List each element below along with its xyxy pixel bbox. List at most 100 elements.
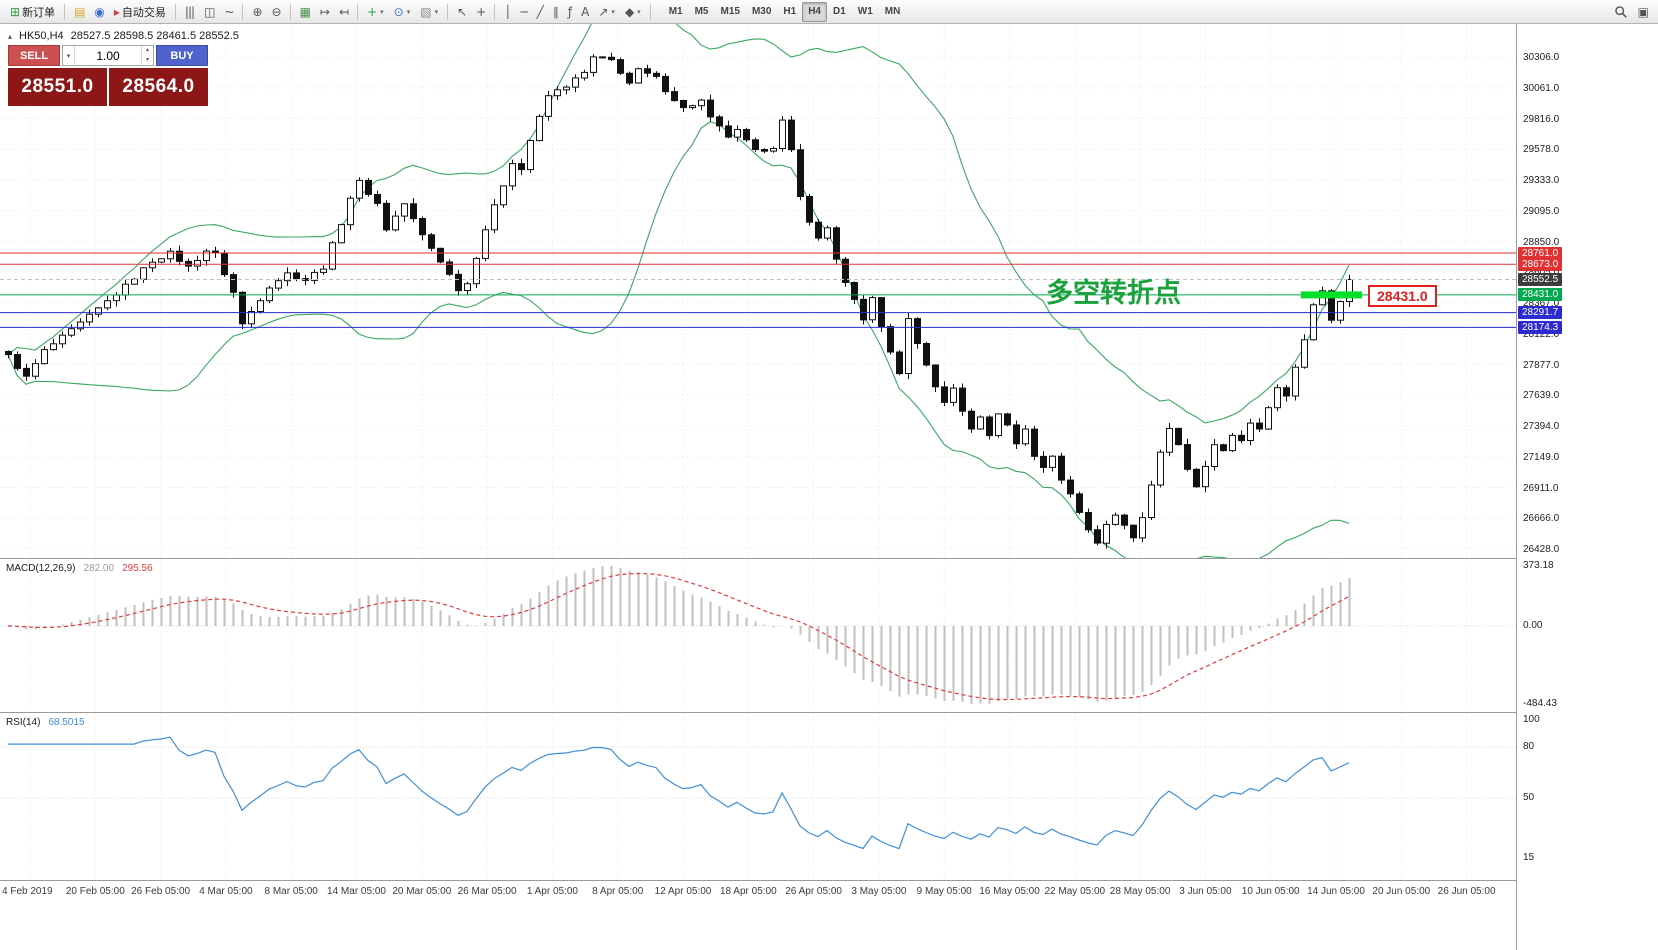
bar-chart-button[interactable]: |||	[180, 2, 199, 22]
price-axis-label: 26428.0	[1523, 544, 1560, 555]
timeframe-m5[interactable]: M5	[689, 2, 715, 22]
time-axis-label: 4 Feb 2019	[2, 886, 53, 897]
volume-down-icon[interactable]: ▾	[145, 56, 149, 63]
macd-pane[interactable]: MACD(12,26,9) 282.00 295.56	[0, 558, 1516, 712]
price-chart-canvas[interactable]	[0, 24, 1516, 558]
time-axis-label: 8 Apr 05:00	[592, 886, 644, 897]
sell-price[interactable]: 28551.0	[8, 68, 107, 106]
price-axis-label: 30061.0	[1523, 82, 1560, 94]
rsi-axis-label: 80	[1523, 741, 1535, 752]
timeframe-mn[interactable]: MN	[879, 2, 907, 22]
rsi-label: RSI(14) 68.5015	[6, 717, 85, 728]
rsi-pane[interactable]: RSI(14) 68.5015	[0, 712, 1516, 880]
toolbar-left-group: ⊞ 新订单 ▤ ◉ ▸ 自动交易 ||| ◫ ~ ⊕ ⊖ ▦ ↦ ↤ + ▾ ⊙ ▾ ▧ ▾ ↖ + │ ─ ╱ ∥ ƒ A ↗ ▾ ◆ ▾	[5, 0, 655, 23]
crosshair-button[interactable]: +	[471, 2, 490, 22]
text-button[interactable]: A	[576, 2, 593, 22]
line-chart-icon: ~	[224, 4, 234, 19]
chart-annotation: 多空转折点	[1046, 278, 1181, 309]
time-axis-label: 16 May 05:00	[979, 886, 1040, 897]
volume-input[interactable]	[75, 46, 141, 65]
price-callout: 28431.0	[1368, 285, 1437, 307]
zoom-out-icon: ⊖	[271, 4, 282, 19]
toolbar-separator	[289, 3, 291, 20]
price-axis-label: 30306.0	[1523, 52, 1560, 63]
macd-main-value: 282.00	[83, 563, 115, 574]
text-icon: A	[581, 4, 589, 19]
templates-button[interactable]: ▧ ▾	[415, 2, 443, 22]
new-window-button[interactable]: ▣	[1633, 2, 1653, 22]
candle-chart-button[interactable]: ◫	[199, 2, 219, 22]
horizontal-line-button[interactable]: ─	[515, 2, 531, 22]
new-order-button[interactable]: ⊞ 新订单	[5, 2, 60, 22]
toolbar-separator	[649, 3, 651, 20]
price-axis[interactable]: 30306.0 30061.0 29816.0 29578.0 29333.0 29095…	[1516, 24, 1658, 950]
zoom-out-button[interactable]: ⊖	[267, 2, 286, 22]
dropdown-arrow-icon: ▾	[380, 8, 384, 16]
price-axis-label: 27639.0	[1523, 390, 1560, 402]
zoom-in-button[interactable]: ⊕	[247, 2, 266, 22]
line-chart-button[interactable]: ~	[219, 2, 238, 22]
cursor-icon: ↖	[457, 4, 467, 19]
chart-shift-icon: ↤	[339, 4, 349, 19]
time-axis-label: 20 Mar 05:00	[392, 886, 452, 897]
new-order-icon: ⊞	[10, 4, 20, 19]
macd-signal-value: 295.56	[122, 563, 153, 574]
timeframe-h1[interactable]: H1	[777, 2, 802, 22]
volume-up-icon[interactable]: ▴	[145, 47, 149, 53]
dropdown-arrow-icon: ▾	[611, 8, 615, 16]
price-chart-pane[interactable]: ▴ HK50,H4 28527.5 28598.5 28461.5 28552.…	[0, 24, 1516, 558]
horizontal-line-icon: ─	[520, 4, 527, 19]
chart-shift-button[interactable]: ↤	[334, 2, 353, 22]
buy-button[interactable]: BUY	[156, 45, 208, 66]
time-axis[interactable]: 4 Feb 2019 20 Feb 05:00 26 Feb 05:00 4 Mar …	[0, 880, 1516, 950]
shapes-icon: ◆	[624, 4, 634, 19]
add-indicator-button[interactable]: + ▾	[362, 2, 389, 22]
trade-panel-controls: SELL ▾ ▴ ▾ BUY	[8, 45, 208, 66]
shapes-button[interactable]: ◆ ▾	[620, 2, 646, 22]
one-click-collapse-icon[interactable]: ▴	[8, 31, 13, 41]
toolbar-separator	[357, 3, 359, 20]
arrows-button[interactable]: ↗ ▾	[593, 2, 620, 22]
ohlc-values: 28527.5 28598.5 28461.5 28552.5	[70, 30, 239, 42]
timeframe-m1[interactable]: M1	[663, 2, 689, 22]
trade-panel-prices: 28551.0 28564.0	[8, 68, 208, 106]
volume-dropdown-icon[interactable]: ▾	[63, 46, 75, 65]
timeframe-w1[interactable]: W1	[852, 2, 879, 22]
tile-windows-button[interactable]: ▦	[295, 2, 315, 22]
trendline-button[interactable]: ╱	[532, 2, 548, 22]
data-window-button[interactable]: ◉	[89, 2, 108, 22]
buy-price[interactable]: 28564.0	[109, 68, 208, 106]
price-tag: 28174.3	[1518, 320, 1563, 334]
auto-scroll-button[interactable]: ↦	[315, 2, 334, 22]
time-axis-label: 8 Mar 05:00	[264, 886, 318, 897]
dropdown-arrow-icon: ▾	[434, 8, 439, 16]
toolbar-right-group: ▣	[1609, 0, 1653, 23]
search-button[interactable]	[1609, 2, 1633, 22]
price-axis-label: 27149.0	[1523, 451, 1560, 463]
fibonacci-button[interactable]: ƒ	[563, 2, 576, 22]
crosshair-icon: +	[476, 4, 486, 19]
profiles-icon: ▤	[74, 4, 85, 19]
channel-button[interactable]: ∥	[548, 2, 563, 22]
profiles-button[interactable]: ▤	[69, 2, 89, 22]
time-axis-label: 9 May 05:00	[916, 886, 972, 897]
vertical-line-button[interactable]: │	[499, 2, 515, 22]
timeframe-m15[interactable]: M15	[715, 2, 746, 22]
symbol-period-label: HK50,H4	[19, 30, 64, 42]
price-axis-label: 27394.0	[1523, 421, 1560, 432]
timeframe-d1[interactable]: D1	[827, 2, 852, 22]
time-axis-label: 26 Mar 05:00	[457, 886, 517, 897]
sell-button[interactable]: SELL	[8, 45, 60, 66]
auto-trading-button[interactable]: ▸ 自动交易	[109, 2, 171, 22]
time-axis-label: 28 May 05:00	[1109, 886, 1171, 897]
toolbar-separator	[242, 3, 244, 20]
toolbar-separator	[447, 3, 449, 20]
timeframe-h4[interactable]: H4	[802, 1, 827, 22]
periods-button[interactable]: ⊙ ▾	[389, 2, 416, 22]
time-axis-label: 26 Apr 05:00	[785, 886, 842, 897]
toolbar-separator	[174, 3, 176, 20]
timeframe-m30[interactable]: M30	[746, 2, 777, 22]
zoom-in-icon: ⊕	[252, 4, 262, 19]
cursor-button[interactable]: ↖	[452, 2, 471, 22]
timeframe-toolbar: M1 M5 M15 M30 H1 H4 D1 W1 MN	[663, 0, 907, 23]
